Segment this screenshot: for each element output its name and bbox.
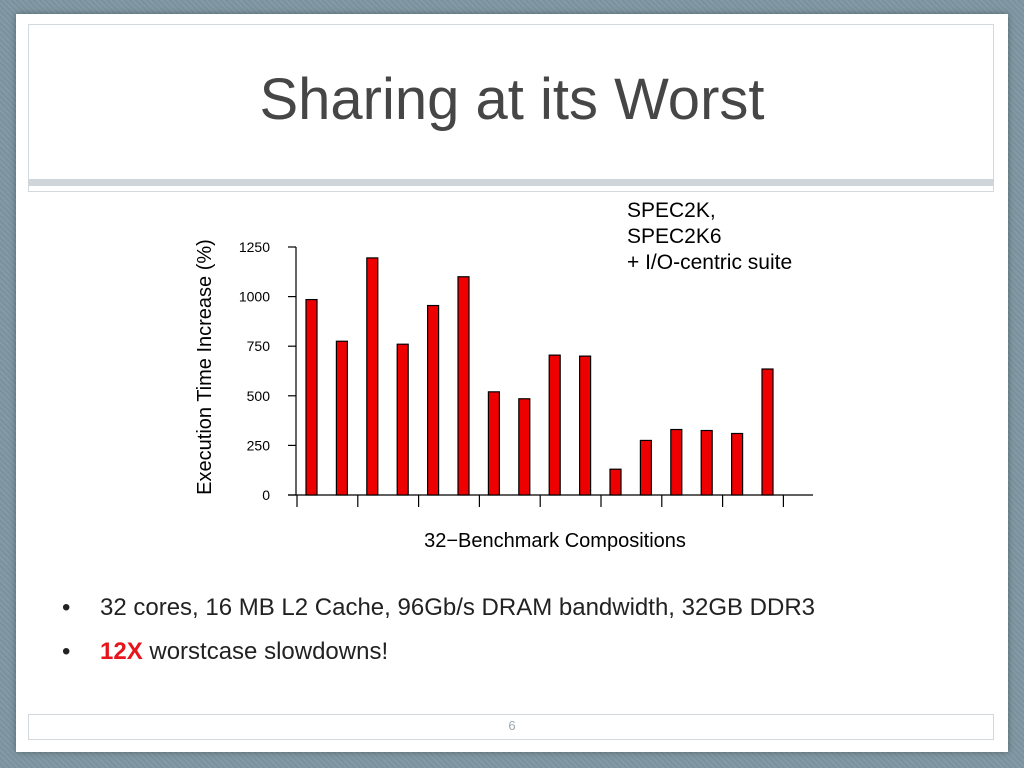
bar [578, 355, 592, 496]
bar [457, 276, 470, 496]
y-tick-label: 1000 [239, 289, 270, 305]
y-tick-label: 750 [247, 338, 271, 354]
slide-title: Sharing at its Worst [259, 67, 765, 132]
bullet-item: • 32 cores, 16 MB L2 Cache, 96Gb/s DRAM b… [62, 594, 815, 638]
note-line: + I/O-centric suite [627, 251, 793, 274]
bullet-item: • 12X worstcase slowdowns! [62, 638, 815, 682]
bar [366, 257, 379, 496]
bullet-text: 32 cores, 16 MB L2 Cache, 96Gb/s DRAM ba… [100, 594, 816, 621]
bullet-marker: • [62, 638, 71, 665]
bar [396, 343, 409, 496]
y-tick-label: 250 [247, 437, 271, 453]
bar [518, 398, 531, 496]
bullet-marker: • [62, 594, 71, 621]
bar [730, 432, 744, 496]
benchmark-suite-note: SPEC2K, SPEC2K6 + I/O-centric suite [627, 198, 792, 276]
bullet-highlight: 12X [100, 638, 143, 665]
bar [427, 304, 440, 496]
bar [670, 428, 683, 496]
y-axis-label: Execution Time Increase (%) [194, 239, 216, 495]
note-line: SPEC2K6 [627, 225, 722, 248]
bar [761, 368, 774, 496]
bar [335, 340, 348, 496]
footer-box [28, 714, 994, 740]
note-line: SPEC2K, [627, 199, 716, 222]
y-tick-label: 1250 [239, 239, 270, 255]
x-axis-label: 32−Benchmark Compositions [424, 530, 686, 552]
bar [548, 354, 561, 496]
bullet-list: • 32 cores, 16 MB L2 Cache, 96Gb/s DRAM b… [62, 594, 815, 682]
title-divider [28, 179, 994, 186]
title-box [28, 24, 994, 192]
y-tick-label: 0 [262, 487, 270, 503]
bullet-text: worstcase slowdowns! [142, 638, 389, 665]
page-number: 6 [508, 718, 516, 733]
y-tick-label: 500 [247, 388, 271, 404]
bar [305, 298, 318, 496]
slide: Sharing at its Worst 6 [16, 14, 1008, 752]
bar [487, 391, 500, 496]
bar [609, 468, 622, 496]
bar [639, 439, 653, 496]
bar [700, 429, 713, 496]
